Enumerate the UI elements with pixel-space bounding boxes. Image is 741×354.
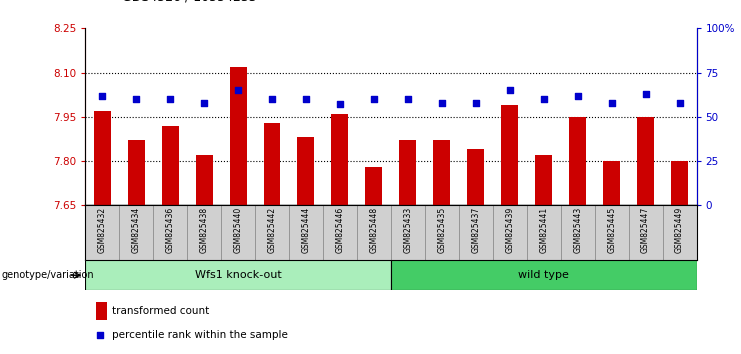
Bar — [603, 161, 620, 205]
Text: GSM825434: GSM825434 — [132, 206, 141, 253]
Text: transformed count: transformed count — [112, 306, 209, 316]
Point — [470, 100, 482, 105]
Text: wild type: wild type — [518, 270, 569, 280]
Bar — [93, 111, 110, 205]
Bar — [162, 126, 179, 205]
Point — [94, 332, 106, 337]
Bar — [535, 155, 552, 205]
Text: GSM825449: GSM825449 — [675, 206, 684, 253]
Bar — [331, 114, 348, 205]
Bar — [391, 260, 697, 290]
Bar — [569, 117, 586, 205]
Bar — [637, 117, 654, 205]
Text: GSM825442: GSM825442 — [268, 206, 276, 252]
Bar — [96, 302, 107, 320]
Text: GSM825445: GSM825445 — [607, 206, 616, 253]
Point — [130, 96, 142, 102]
Point — [605, 100, 617, 105]
Point — [96, 93, 108, 98]
Bar — [127, 141, 144, 205]
Point — [334, 102, 346, 107]
Point — [504, 87, 516, 93]
Point — [674, 100, 685, 105]
Point — [436, 100, 448, 105]
Text: GSM825436: GSM825436 — [166, 206, 175, 253]
Point — [165, 96, 176, 102]
Point — [266, 96, 278, 102]
Text: GSM825447: GSM825447 — [641, 206, 650, 253]
Text: GSM825446: GSM825446 — [336, 206, 345, 253]
Text: GSM825448: GSM825448 — [370, 206, 379, 252]
Text: genotype/variation: genotype/variation — [1, 270, 94, 280]
Text: Wfs1 knock-out: Wfs1 knock-out — [195, 270, 282, 280]
Bar — [671, 161, 688, 205]
Point — [572, 93, 584, 98]
Point — [198, 100, 210, 105]
Text: GSM825443: GSM825443 — [574, 206, 582, 253]
Point — [538, 96, 550, 102]
Text: GSM825440: GSM825440 — [233, 206, 242, 253]
Text: GSM825439: GSM825439 — [505, 206, 514, 253]
Bar — [85, 260, 391, 290]
Bar — [230, 67, 247, 205]
Text: GDS4526 / 10554233: GDS4526 / 10554233 — [122, 0, 257, 4]
Bar — [365, 167, 382, 205]
Bar — [297, 137, 314, 205]
Bar — [399, 141, 416, 205]
Text: GSM825433: GSM825433 — [403, 206, 412, 253]
Point — [402, 96, 413, 102]
Bar — [196, 155, 213, 205]
Text: percentile rank within the sample: percentile rank within the sample — [112, 330, 288, 339]
Bar — [501, 105, 518, 205]
Bar — [264, 123, 281, 205]
Text: GSM825441: GSM825441 — [539, 206, 548, 252]
Text: GSM825444: GSM825444 — [302, 206, 310, 253]
Bar — [468, 149, 485, 205]
Text: GSM825435: GSM825435 — [437, 206, 446, 253]
Point — [368, 96, 380, 102]
Point — [639, 91, 651, 97]
Text: GSM825432: GSM825432 — [98, 206, 107, 252]
Point — [232, 87, 244, 93]
Point — [300, 96, 312, 102]
Text: GSM825438: GSM825438 — [199, 206, 208, 252]
Bar — [433, 141, 451, 205]
Text: GSM825437: GSM825437 — [471, 206, 480, 253]
